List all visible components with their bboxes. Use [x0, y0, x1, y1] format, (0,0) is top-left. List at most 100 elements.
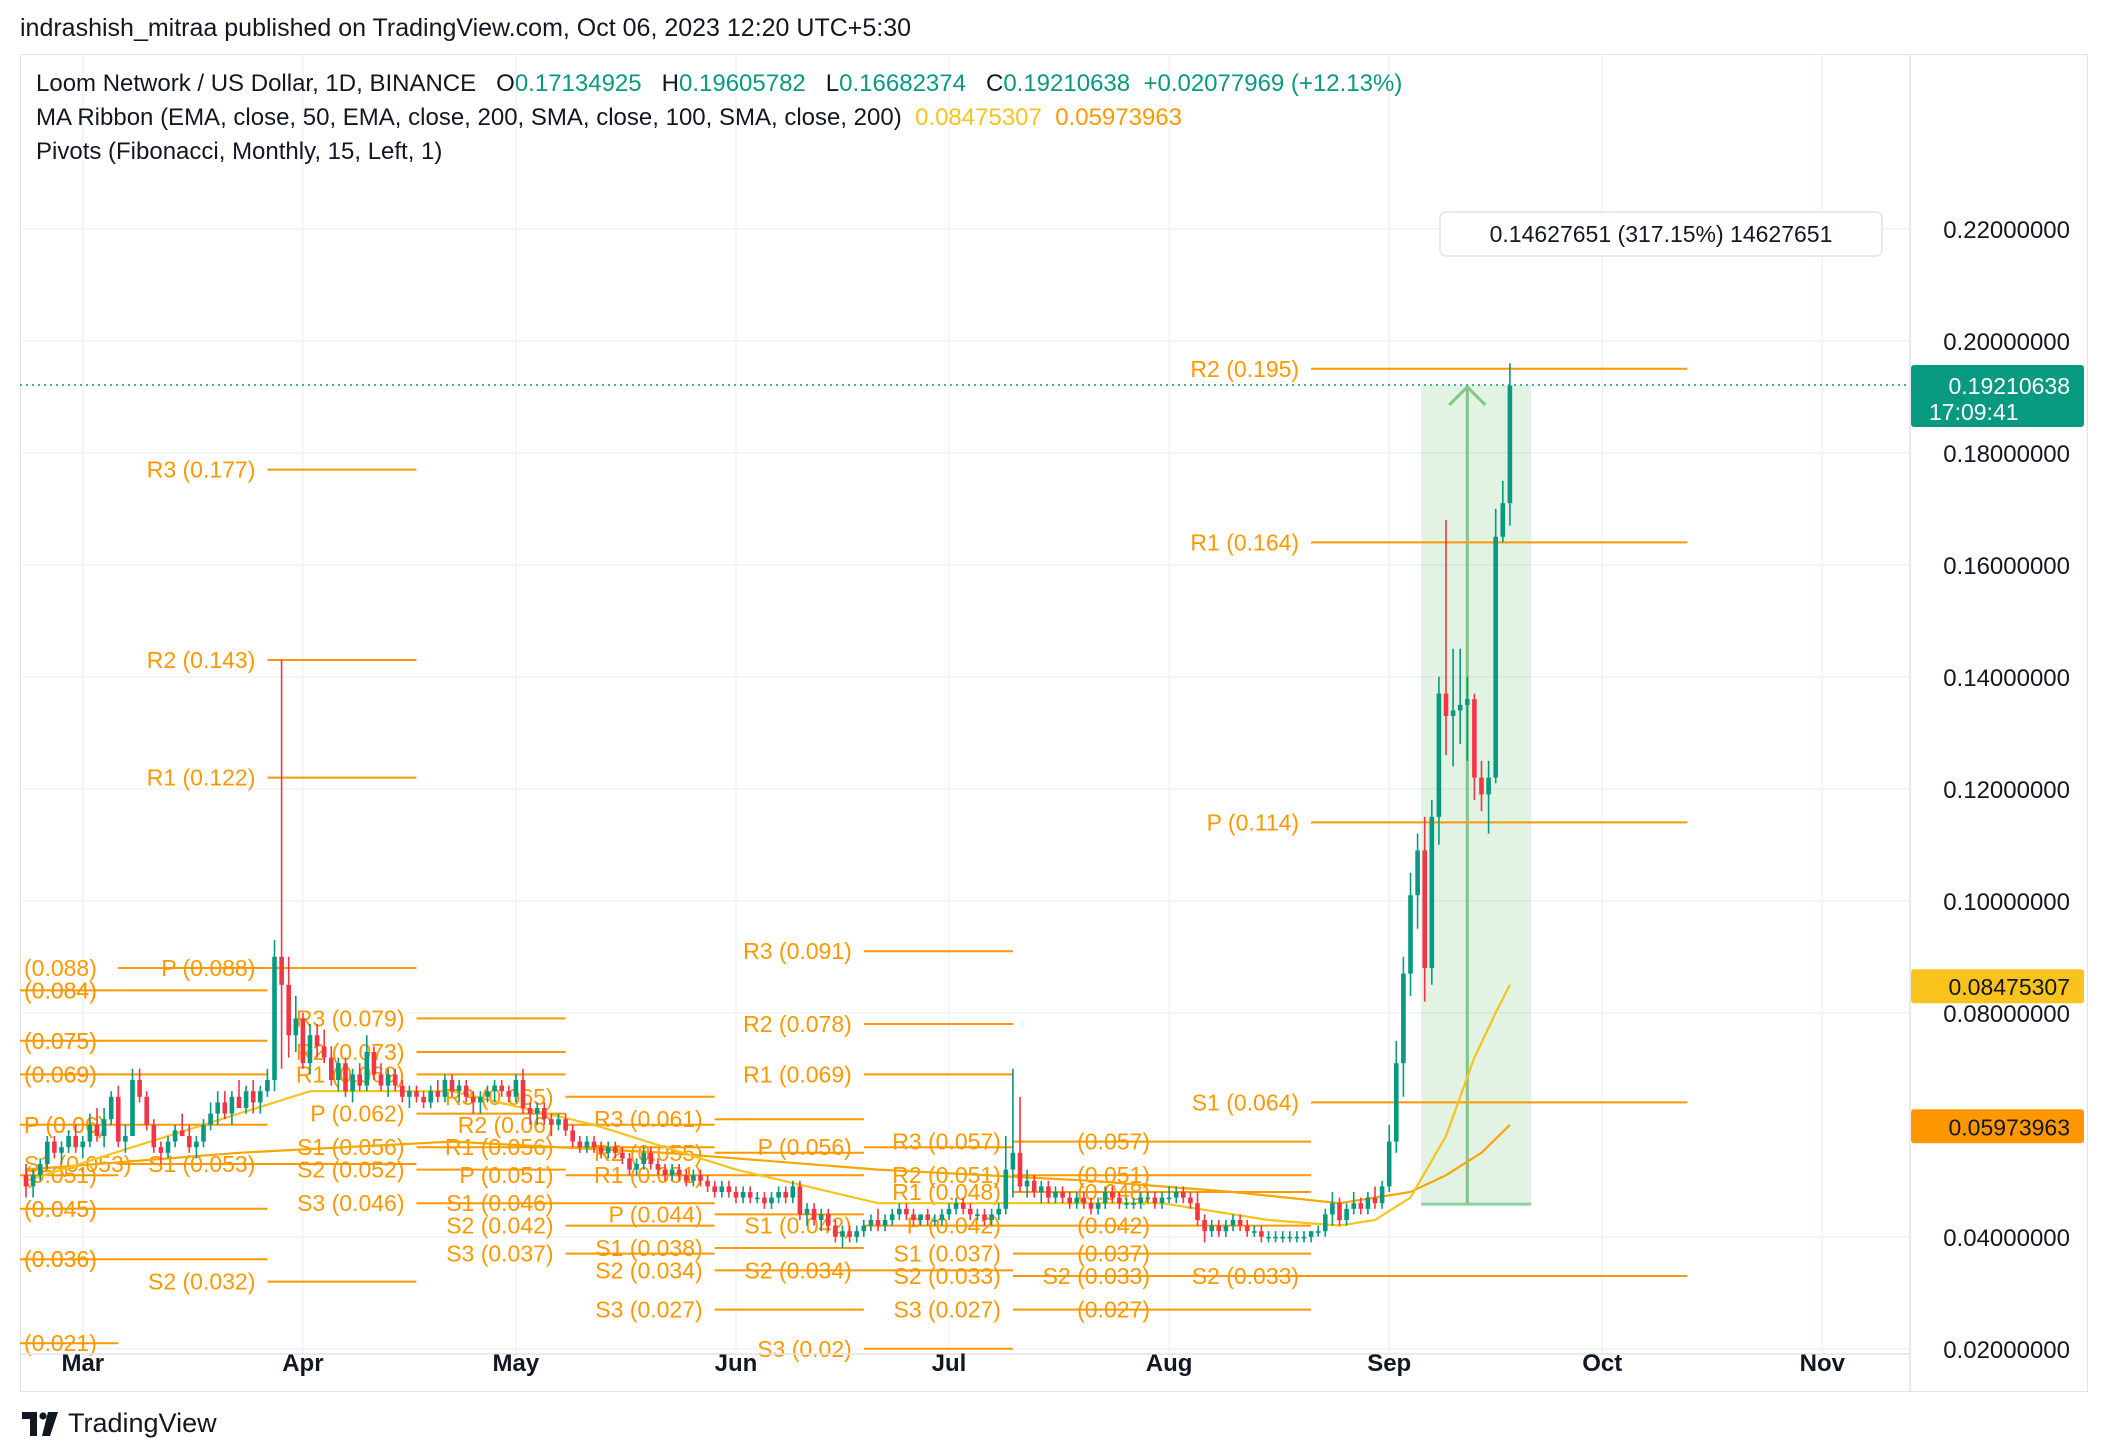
candle-body [350, 1074, 355, 1092]
candle [172, 1124, 178, 1148]
candle [45, 1136, 50, 1170]
candle [1358, 1197, 1364, 1215]
candle [549, 1113, 554, 1136]
candle [1365, 1192, 1371, 1215]
candle-body [371, 1052, 377, 1075]
measure-arrow-head [1448, 384, 1487, 407]
candle [1223, 1220, 1229, 1237]
candle-body [655, 1164, 661, 1170]
y-tick-label: 0.22000000 [1943, 217, 2070, 244]
candle [698, 1169, 703, 1187]
candle [1152, 1192, 1158, 1209]
candle-body [194, 1141, 199, 1148]
candle [513, 1074, 519, 1103]
candle [392, 1068, 398, 1092]
candle-body [478, 1096, 483, 1103]
pivot-label: (0.045) [24, 1196, 97, 1222]
candle [123, 1124, 128, 1153]
measure-tooltip-text: 0.14627651 (317.15%) 14627651 [1490, 221, 1833, 247]
candle-body [66, 1136, 71, 1148]
pivot-label: R2 (0.143) [147, 647, 256, 673]
price-axis: 0.22000000 0.20000000 0.18000000 0.16000000… [1911, 217, 2084, 1364]
ma-ribbon-value-2: 0.05973963 [1055, 104, 1182, 131]
pivot-label: R2 (0.073) [296, 1039, 405, 1065]
pivot-label: S2 (0.034) [744, 1257, 851, 1283]
candle [875, 1208, 881, 1232]
pivot-label: R3 (0.177) [147, 457, 256, 483]
candle-body [1244, 1225, 1250, 1232]
candle [201, 1119, 206, 1148]
candle [258, 1085, 263, 1114]
candle-body [1067, 1197, 1072, 1204]
candle-body [1365, 1197, 1371, 1209]
candle [1394, 1040, 1399, 1153]
candle-body [87, 1124, 93, 1142]
candle-body [1280, 1236, 1285, 1239]
candle-body [733, 1192, 739, 1198]
candle [137, 1068, 142, 1103]
candle-body [790, 1186, 796, 1198]
candle-body [1039, 1186, 1044, 1192]
candle [456, 1080, 462, 1103]
candle-body [1443, 693, 1449, 716]
candle [1067, 1192, 1072, 1209]
pivot-label: S2 (0.033) [893, 1263, 1000, 1289]
pivot-label: P (0.044) [608, 1201, 702, 1227]
candle [1386, 1124, 1392, 1192]
y-tick-label: 0.10000000 [1943, 889, 2070, 916]
candle [492, 1080, 497, 1103]
ma-ribbon-label: MA Ribbon (EMA, close, 50, EMA, close, 2… [36, 104, 902, 131]
candle-body [37, 1164, 43, 1176]
candle [740, 1186, 746, 1204]
candle [357, 1063, 362, 1092]
measure-tooltip-box [1439, 211, 1883, 257]
candle [179, 1113, 185, 1136]
pivot-label: S2 (0.033) [1192, 1263, 1299, 1289]
candle-body [357, 1074, 362, 1086]
candle-body [1053, 1192, 1058, 1198]
brand-footer[interactable]: TradingView [22, 1408, 217, 1439]
candle [1216, 1220, 1222, 1237]
candle-body [1102, 1192, 1108, 1204]
candle [627, 1152, 632, 1176]
candlesticks [23, 363, 1513, 1248]
x-tick-label: Oct [1582, 1350, 1622, 1377]
candle-body [783, 1192, 788, 1198]
pivot-label: R1 (0.056) [445, 1134, 554, 1160]
candle-body [1401, 973, 1406, 1064]
candle-body [52, 1141, 57, 1153]
candle [94, 1108, 100, 1142]
candle-body [101, 1119, 107, 1136]
pivot-label: P (0.051) [459, 1162, 553, 1188]
candle-body [179, 1130, 185, 1136]
candle [1443, 520, 1449, 756]
candle-body [1386, 1141, 1392, 1187]
candle [108, 1091, 114, 1125]
ma-price-tag-text: 0.05973963 [1948, 1114, 2070, 1140]
candle [755, 1192, 760, 1204]
pivot-label: S1 (0.037) [893, 1241, 1000, 1267]
candle-body [939, 1214, 945, 1220]
candle [854, 1225, 859, 1243]
pivot-label: R1 (0.048) [892, 1179, 1001, 1205]
candle [208, 1102, 213, 1131]
candle [1273, 1231, 1278, 1243]
candle [577, 1136, 583, 1153]
x-tick-label: Mar [61, 1350, 104, 1377]
pivot-label: R3 (0.065) [445, 1084, 554, 1110]
legend-pivots: Pivots (Fibonacci, Monthly, 15, Left, 1) [36, 138, 442, 166]
pivot-label: (0.045) [24, 1196, 97, 1222]
candle [641, 1147, 646, 1170]
pivot-label: (0.075) [24, 1028, 97, 1054]
candle-body [719, 1186, 725, 1192]
candle [371, 1046, 377, 1080]
candle [321, 1029, 327, 1064]
candle-body [953, 1203, 959, 1209]
candle [783, 1186, 788, 1204]
candle-body [1415, 850, 1420, 896]
pivot-label: (0.084) [24, 977, 97, 1003]
x-tick-label: Jul [932, 1350, 967, 1377]
candle-body [861, 1225, 867, 1232]
pivot-label: P (0.056) [758, 1134, 852, 1160]
